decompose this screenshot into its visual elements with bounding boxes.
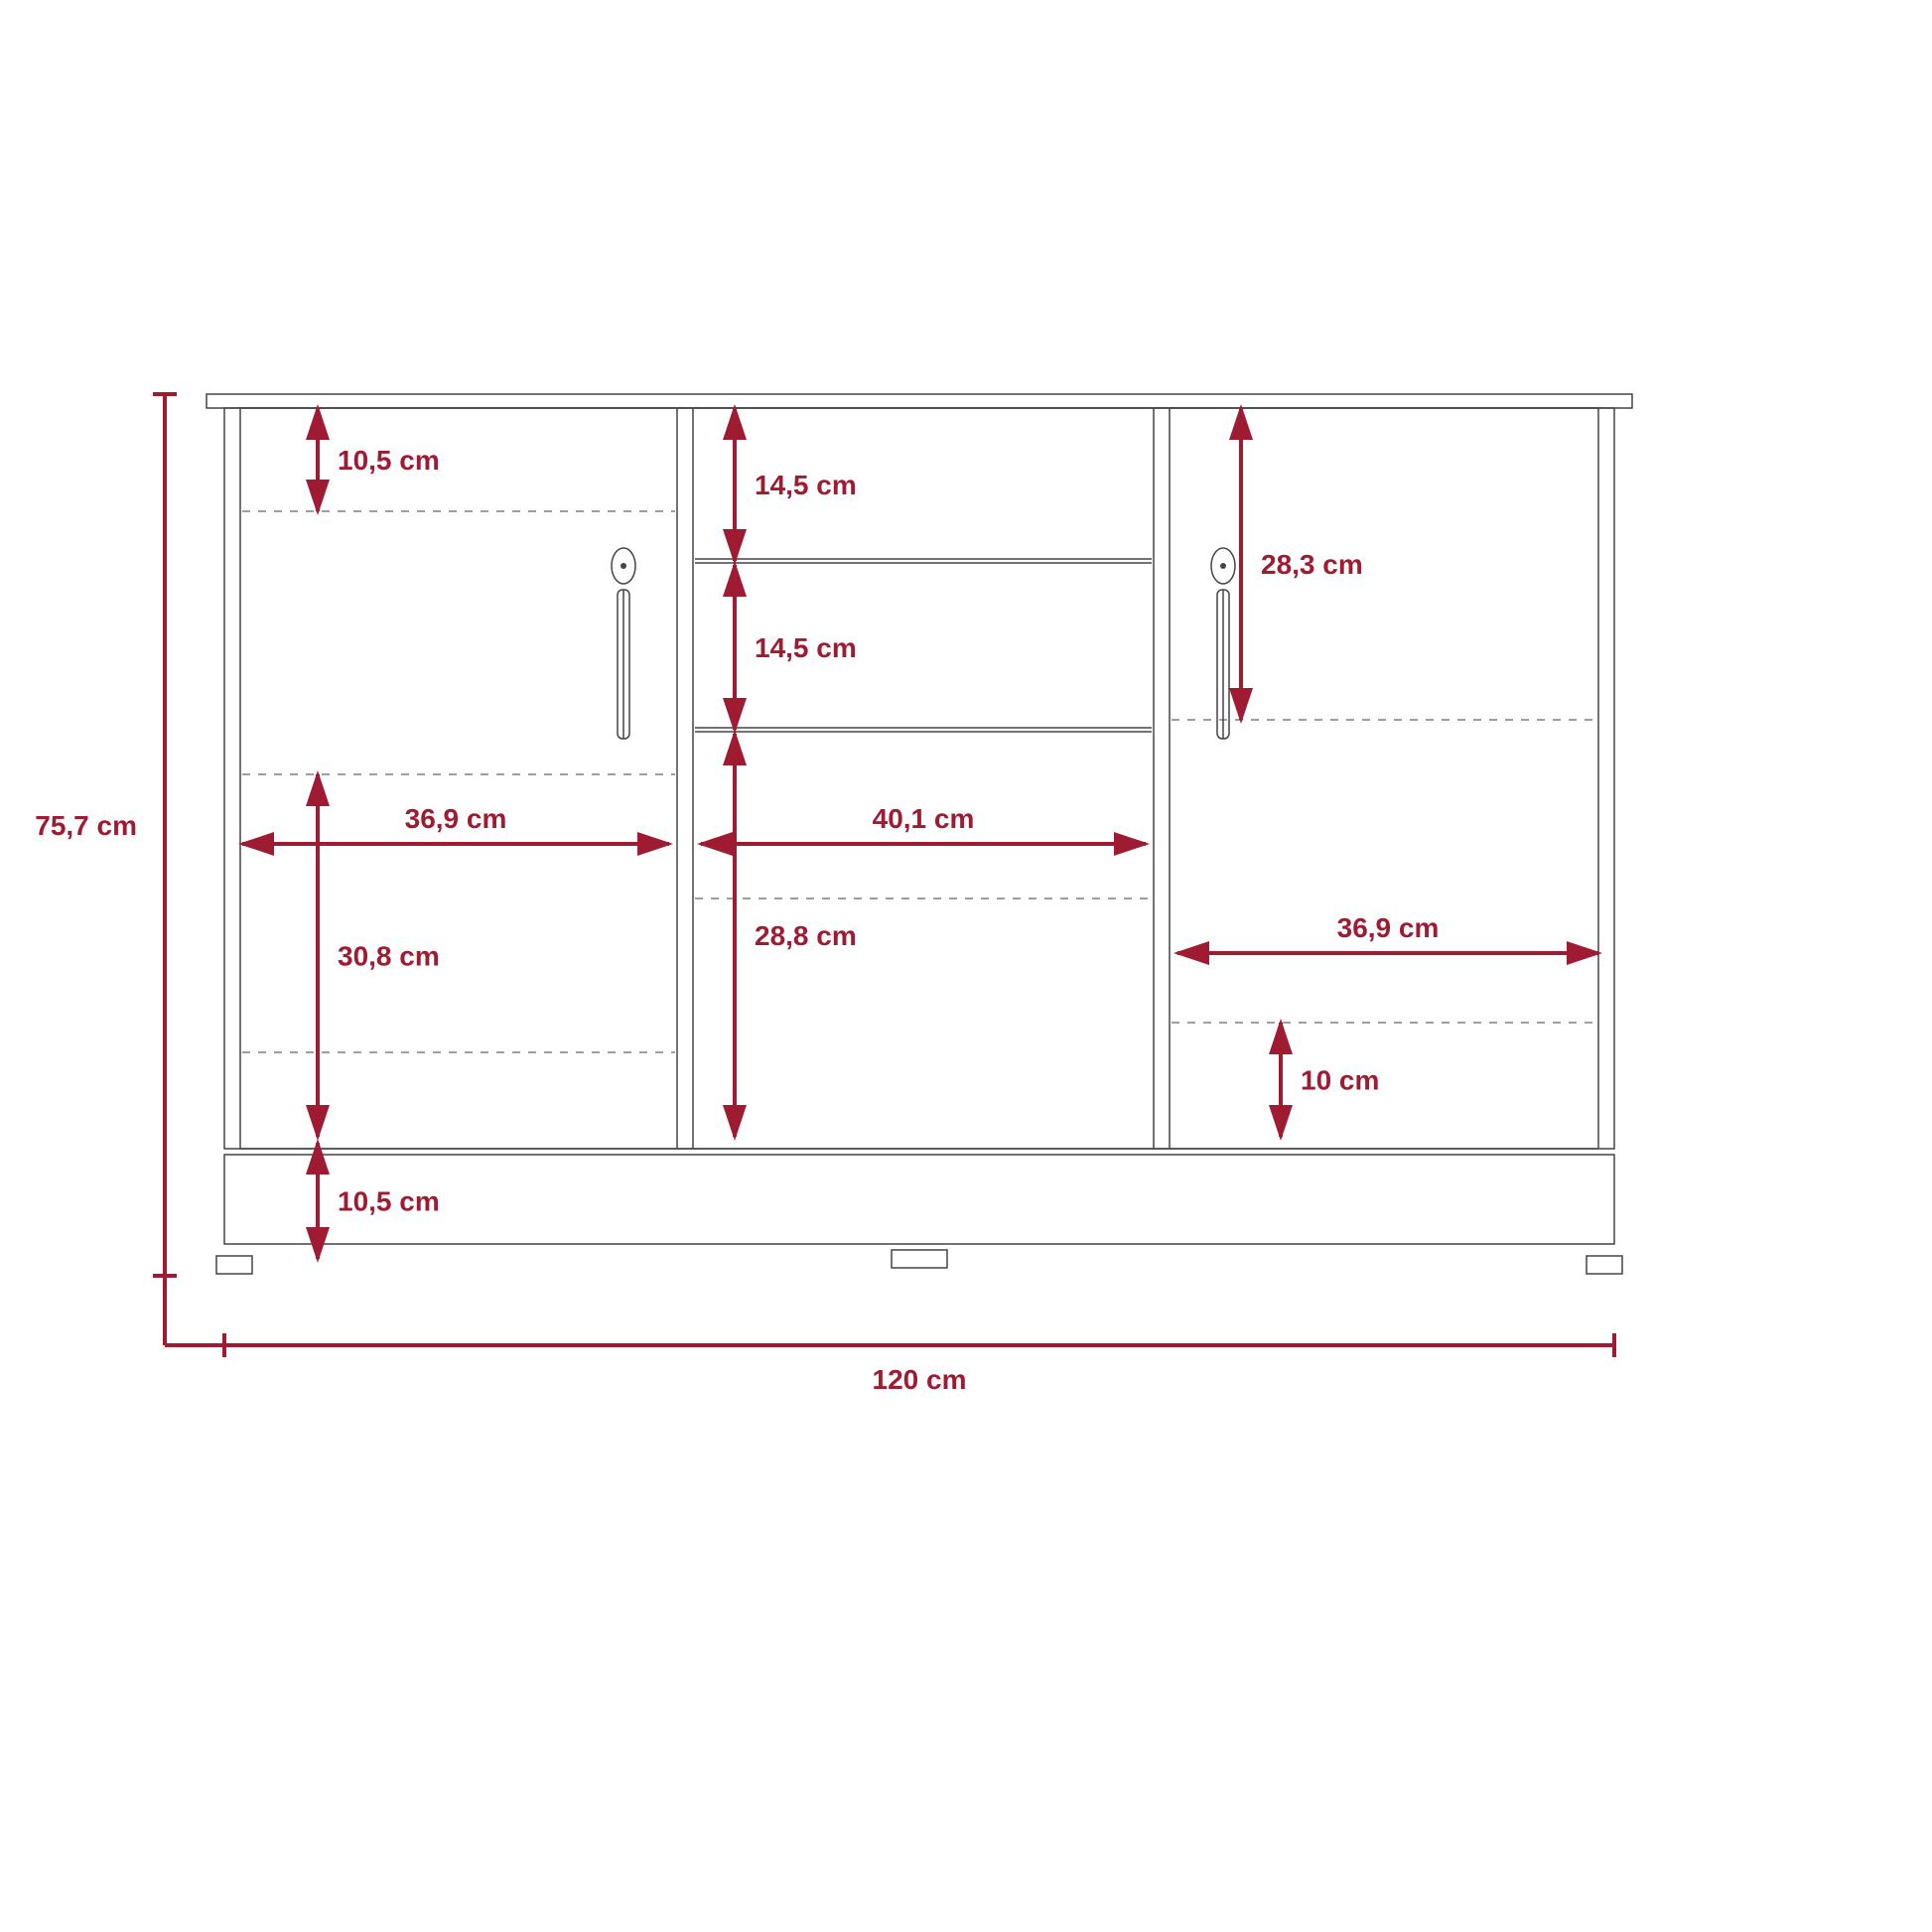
dim-label: 10,5 cm [338,1186,440,1217]
dim-label: 36,9 cm [1337,912,1440,943]
dim-label: 30,8 cm [338,941,440,972]
overall-height-label: 75,7 cm [35,810,137,841]
dim-label: 10,5 cm [338,445,440,476]
dim-label: 10 cm [1301,1065,1379,1096]
dim-label: 14,5 cm [755,470,857,500]
dim-label: 40,1 cm [873,803,975,834]
dim-label: 36,9 cm [405,803,507,834]
dim-label: 28,3 cm [1261,549,1363,580]
overall-width-label: 120 cm [873,1364,967,1395]
dim-label: 28,8 cm [755,920,857,951]
dim-label: 14,5 cm [755,632,857,663]
